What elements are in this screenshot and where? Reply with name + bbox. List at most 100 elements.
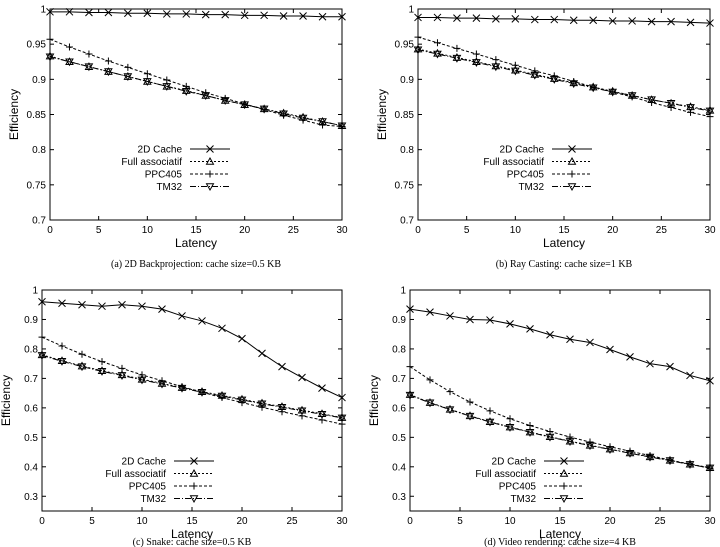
data-point: [705, 464, 715, 473]
data-point: [486, 316, 494, 324]
y-tick-label: 0.8: [392, 344, 406, 355]
data-point: [626, 447, 634, 455]
data-point: [566, 433, 574, 441]
y-axis-title: Efficiency: [0, 375, 13, 426]
legend-marker: [190, 482, 198, 490]
data-point: [104, 57, 112, 65]
chart-panel-4: 0 5 10 15 20 25 30 0.3 0.4 0.5 0.6 0.7 0.8 0.9 1 Latenc…: [367, 286, 716, 547]
data-point: [472, 14, 481, 22]
data-point: [124, 63, 132, 71]
data-point: [625, 449, 635, 458]
legend-label: Full associatif: [105, 469, 166, 480]
data-point: [491, 61, 501, 70]
legend-label: Full associatif: [121, 157, 182, 168]
x-tick-label: 10: [504, 516, 516, 527]
data-point: [665, 457, 675, 466]
legend-marker: [206, 170, 214, 178]
data-point: [506, 320, 514, 328]
y-tick-label: 0.8: [400, 145, 414, 156]
x-tick-label: 10: [510, 225, 522, 236]
data-point: [433, 48, 442, 57]
data-point: [58, 299, 66, 308]
series-4: [413, 46, 715, 116]
data-point: [221, 10, 230, 19]
data-point: [137, 376, 147, 385]
data-point: [491, 63, 501, 72]
data-point: [706, 19, 714, 27]
data-point: [510, 65, 520, 74]
data-point: [124, 9, 132, 18]
data-point: [706, 376, 714, 385]
y-tick-label: 1: [408, 5, 414, 16]
legend-label: TM32: [156, 182, 182, 193]
data-point: [445, 406, 455, 415]
data-point: [492, 14, 500, 23]
data-point: [569, 16, 578, 25]
data-point: [405, 390, 415, 398]
x-tick-label: 5: [464, 225, 470, 236]
data-point: [647, 96, 656, 105]
legend-marker: [189, 495, 199, 504]
data-point: [472, 59, 481, 67]
data-point: [452, 53, 462, 61]
data-point: [37, 352, 47, 360]
data-point: [585, 442, 595, 451]
data-point: [240, 101, 250, 110]
data-point: [46, 7, 54, 16]
data-point: [413, 44, 423, 53]
data-point: [413, 46, 423, 55]
data-point: [278, 362, 286, 371]
x-tick-label: 25: [656, 225, 668, 236]
y-tick-label: 0.4: [392, 462, 406, 473]
data-point: [104, 8, 113, 17]
x-tick-label: 20: [607, 225, 619, 236]
data-point: [237, 396, 247, 405]
data-point: [157, 380, 167, 389]
data-point: [65, 43, 73, 51]
data-point: [414, 13, 422, 22]
data-point: [433, 13, 442, 22]
data-point: [118, 300, 126, 309]
series-2: [413, 44, 715, 114]
data-point: [77, 361, 87, 370]
y-tick-label: 0.7: [392, 374, 406, 385]
data-point: [45, 51, 55, 60]
y-tick-label: 0.7: [400, 216, 414, 227]
chart-caption: (b) Ray Casting: cache size=1 KB: [496, 259, 633, 270]
legend-label: PPC405: [129, 482, 167, 493]
data-point: [260, 11, 268, 20]
data-point: [433, 39, 441, 47]
data-point: [181, 87, 191, 96]
data-point: [117, 372, 127, 380]
legend-label: 2D Cache: [500, 145, 545, 156]
data-point: [453, 44, 461, 52]
data-point: [550, 15, 559, 24]
legend-marker: [567, 156, 577, 165]
data-point: [531, 67, 539, 75]
data-point: [85, 8, 93, 17]
data-point: [530, 71, 540, 80]
legend-marker: [189, 468, 199, 477]
legend-label: Full associatif: [475, 469, 536, 480]
data-point: [78, 350, 86, 358]
chart-panel-1: 0 5 10 15 20 25 30 0.7 0.75 0.8 0.85 0.9 0.95 1 Latenc…: [7, 5, 348, 271]
data-point: [608, 88, 618, 97]
series-1: [414, 13, 714, 27]
data-point: [546, 330, 554, 339]
data-point: [98, 302, 106, 311]
data-point: [338, 12, 346, 21]
series-1: [406, 305, 714, 385]
data-point: [58, 342, 66, 350]
data-point: [299, 12, 307, 20]
data-point: [198, 317, 206, 325]
data-point: [240, 11, 249, 20]
data-point: [405, 391, 415, 400]
series-line: [41, 301, 343, 399]
data-point: [685, 461, 695, 469]
legend-label: 2D Cache: [492, 457, 537, 468]
plot-frame: [49, 8, 343, 221]
y-tick-label: 0.7: [32, 216, 46, 227]
